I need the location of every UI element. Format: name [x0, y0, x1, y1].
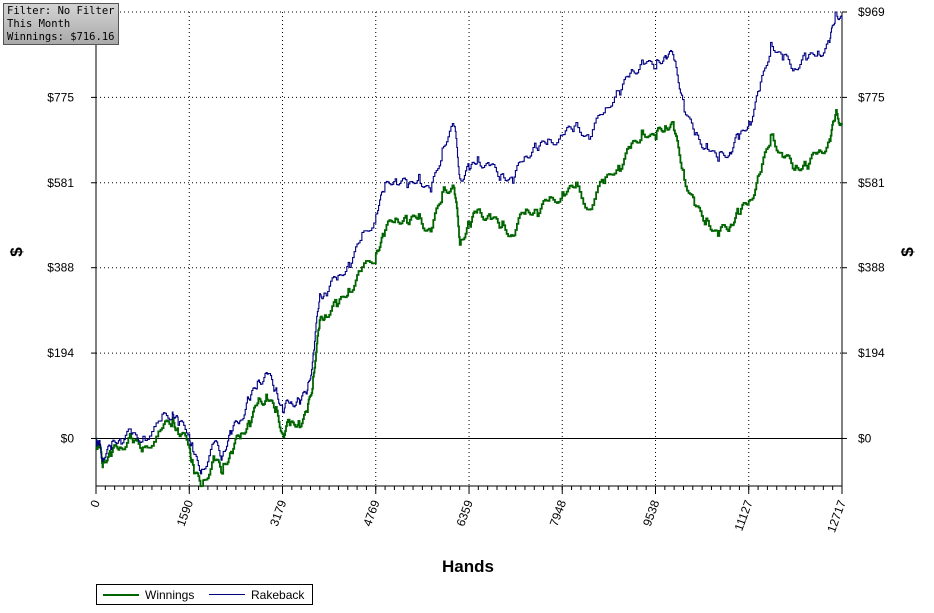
x-tick-label: 0: [87, 498, 103, 509]
y-tick-label-right: $969: [858, 5, 885, 19]
y-tick-label-left: $194: [47, 346, 74, 360]
y-axis-title-right: $: [898, 247, 917, 257]
y-tick-label-right: $194: [858, 346, 885, 360]
filter-info-box: Filter: No Filter This Month Winnings: $…: [3, 3, 119, 45]
grid-lines: [96, 11, 842, 486]
y-tick-label-left: $775: [47, 90, 74, 104]
legend-swatch-winnings: [103, 594, 139, 596]
ticks-layer: [91, 11, 847, 494]
y-tick-label-left: $388: [47, 261, 74, 275]
period-line: This Month: [7, 18, 71, 30]
filter-line: Filter: No Filter: [7, 5, 115, 17]
y-tick-label-left: $0: [61, 431, 75, 445]
y-tick-label-right: $388: [858, 261, 885, 275]
series-line-rakeback: [95, 11, 843, 475]
chart-legend: Winnings Rakeback: [96, 584, 313, 605]
y-tick-label-right: $0: [858, 431, 872, 445]
y-tick-label-right: $581: [858, 176, 885, 190]
legend-label-rakeback: Rakeback: [251, 588, 305, 602]
y-tick-label-left: $581: [47, 176, 74, 190]
series-line-winnings: [95, 109, 843, 488]
y-axis-title-left: $: [7, 247, 26, 257]
legend-label-winnings: Winnings: [145, 588, 195, 602]
series-layer: [95, 11, 843, 488]
winnings-line: Winnings: $716.16: [7, 31, 115, 43]
legend-swatch-rakeback: [209, 594, 245, 595]
x-axis-title: Hands: [442, 557, 494, 576]
y-tick-label-right: $775: [858, 90, 885, 104]
